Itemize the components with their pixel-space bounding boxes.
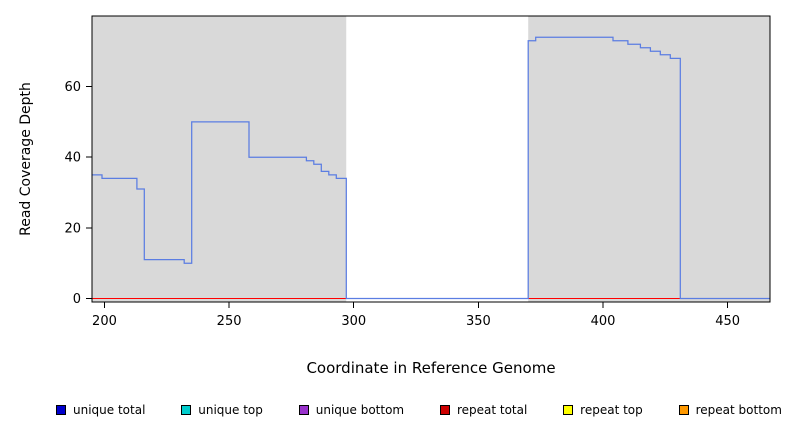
x-tick-label: 300 (341, 314, 366, 329)
legend-item-repeat-bottom: repeat bottom (678, 403, 782, 417)
legend-label: repeat top (580, 403, 643, 417)
shaded-region (528, 16, 770, 302)
shaded-region (92, 16, 347, 302)
x-tick-label: 400 (591, 314, 616, 329)
legend-label: unique bottom (315, 403, 405, 417)
series-unique-total (92, 36, 770, 300)
x-tick-label: 250 (217, 314, 242, 329)
y-tick-label: 40 (64, 151, 81, 166)
legend-label: repeat total (456, 403, 528, 417)
legend-item-unique-total: unique total (56, 403, 145, 417)
legend-item-repeat-total: repeat total (439, 403, 528, 417)
x-tick-label: 350 (466, 314, 491, 329)
legend: unique total unique top unique bottom repea… (0, 398, 792, 422)
y-tick-label: 20 (64, 221, 81, 236)
coverage-plot-canvas: 200 250 300 350 400 450 0 20 40 60 (64, 15, 771, 329)
legend-swatch (56, 405, 66, 415)
legend-swatch (298, 405, 309, 415)
legend-item-unique-top: unique top (181, 403, 263, 417)
legend-swatch (563, 405, 574, 415)
legend-label: repeat bottom (695, 403, 782, 417)
plot-box (91, 15, 771, 303)
y-axis-label: Read Coverage Depth (18, 82, 34, 236)
y-tick-label: 0 (73, 292, 81, 307)
legend-swatch (439, 405, 450, 415)
legend-label: unique top (198, 403, 263, 417)
legend-item-repeat-top: repeat top (563, 403, 643, 417)
legend-label: unique total (73, 403, 146, 417)
legend-swatch (181, 405, 192, 415)
x-tick-label: 450 (715, 314, 740, 329)
y-tick-label: 60 (64, 80, 81, 95)
x-tick-label: 200 (92, 314, 117, 329)
legend-item-unique-bottom: unique bottom (298, 403, 405, 417)
x-axis-label: Coordinate in Reference Genome (306, 359, 556, 377)
legend-swatch (678, 405, 689, 415)
